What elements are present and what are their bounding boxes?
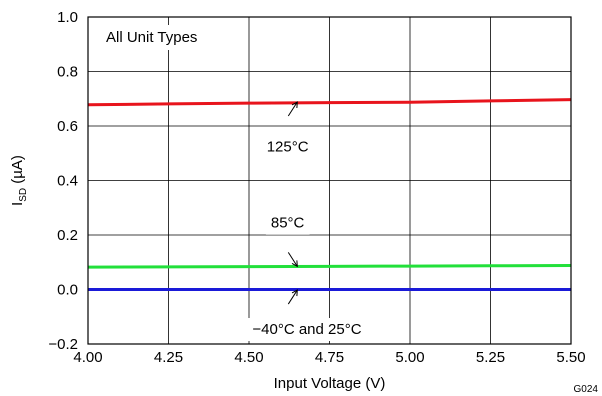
figure-id: G024 [574,384,599,395]
y-tick-labels: −0.2 0.0 0.2 0.4 0.6 0.8 1.0 [48,9,78,353]
series-line [88,266,571,268]
y-tick-label: 0.6 [57,118,78,135]
series-label: 85°C [271,215,305,232]
series-label: −40°C and 25°C [252,321,361,338]
y-axis-label-unit: (µA) [9,155,26,188]
y-axis-label: ISD (µA) [9,155,29,206]
annotation-all-unit-types: All Unit Types [106,29,197,46]
x-tick-label: 4.50 [234,349,263,366]
series-label: 125°C [267,138,309,155]
y-tick-label: 0.4 [57,173,78,190]
series-annotations: 125°C 85°C −40°C and 25°C [247,102,366,341]
y-tick-label: −0.2 [48,336,78,353]
x-tick-label: 5.25 [476,349,505,366]
x-tick-label: 5.50 [556,349,585,366]
y-tick-label: 0.0 [57,282,78,299]
y-tick-label: 0.8 [57,64,78,81]
x-tick-label: 4.25 [154,349,183,366]
y-tick-label: 0.2 [57,227,78,244]
y-tick-label: 1.0 [57,9,78,26]
y-axis-label-subscript: SD [18,188,29,202]
x-tick-label: 4.75 [315,349,344,366]
grid [88,17,571,344]
x-tick-labels: 4.00 4.25 4.50 4.75 5.00 5.25 5.50 [73,349,585,366]
x-axis-label: Input Voltage (V) [274,375,386,392]
x-tick-label: 5.00 [395,349,424,366]
